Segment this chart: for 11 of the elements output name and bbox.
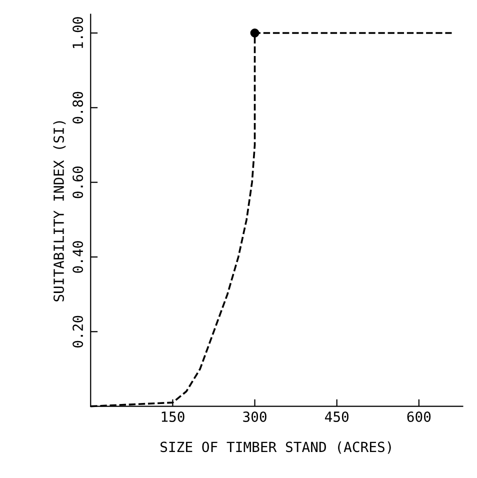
x-tick-label: 600 bbox=[407, 411, 431, 422]
x-tick-label: 150 bbox=[162, 411, 184, 422]
y-tick-label: 0.40 bbox=[72, 241, 84, 273]
y-tick-label: 0.60 bbox=[72, 166, 84, 198]
x-tick-label: 300 bbox=[243, 411, 266, 422]
y-axis-title: SUITABILITY INDEX (SI) bbox=[53, 121, 66, 302]
y-tick-label: 0.20 bbox=[72, 316, 84, 348]
x-tick-label: 450 bbox=[324, 411, 348, 422]
y-tick-label: 1.00 bbox=[72, 17, 84, 48]
x-axis-title: SIZE OF TIMBER STAND (ACRES) bbox=[160, 441, 391, 454]
y-tick-label: 0.80 bbox=[72, 92, 84, 124]
